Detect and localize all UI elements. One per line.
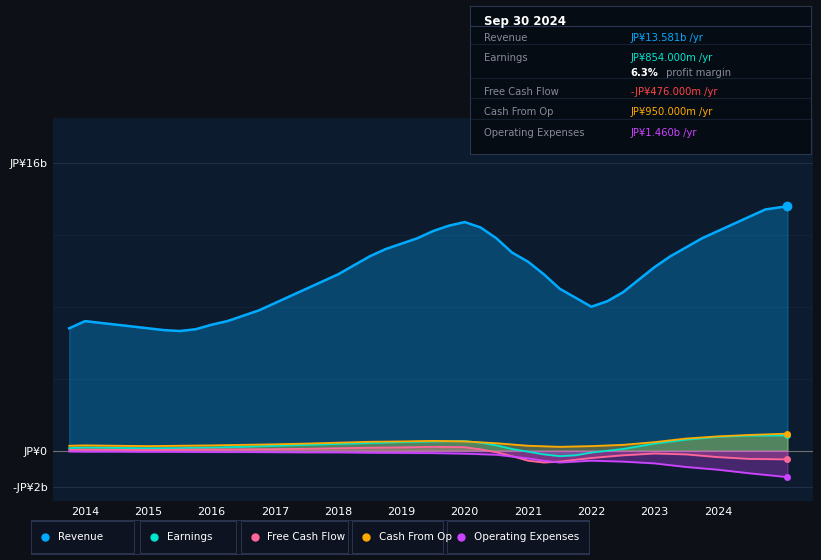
Text: Cash From Op: Cash From Op bbox=[484, 108, 553, 118]
Text: JP¥854.000m /yr: JP¥854.000m /yr bbox=[631, 53, 713, 63]
Text: JP¥13.581b /yr: JP¥13.581b /yr bbox=[631, 32, 704, 43]
Text: profit margin: profit margin bbox=[663, 68, 731, 78]
Text: -JP¥476.000m /yr: -JP¥476.000m /yr bbox=[631, 87, 717, 97]
Text: Revenue: Revenue bbox=[484, 32, 527, 43]
Text: Sep 30 2024: Sep 30 2024 bbox=[484, 15, 566, 27]
Text: 6.3%: 6.3% bbox=[631, 68, 658, 78]
Text: JP¥950.000m /yr: JP¥950.000m /yr bbox=[631, 108, 713, 118]
Text: Earnings: Earnings bbox=[484, 53, 528, 63]
Text: Revenue: Revenue bbox=[58, 532, 103, 542]
Text: Free Cash Flow: Free Cash Flow bbox=[484, 87, 559, 97]
Text: Earnings: Earnings bbox=[167, 532, 213, 542]
Text: Free Cash Flow: Free Cash Flow bbox=[268, 532, 346, 542]
Text: Cash From Op: Cash From Op bbox=[379, 532, 452, 542]
Text: Operating Expenses: Operating Expenses bbox=[484, 128, 585, 138]
Text: Operating Expenses: Operating Expenses bbox=[474, 532, 579, 542]
Text: JP¥1.460b /yr: JP¥1.460b /yr bbox=[631, 128, 697, 138]
